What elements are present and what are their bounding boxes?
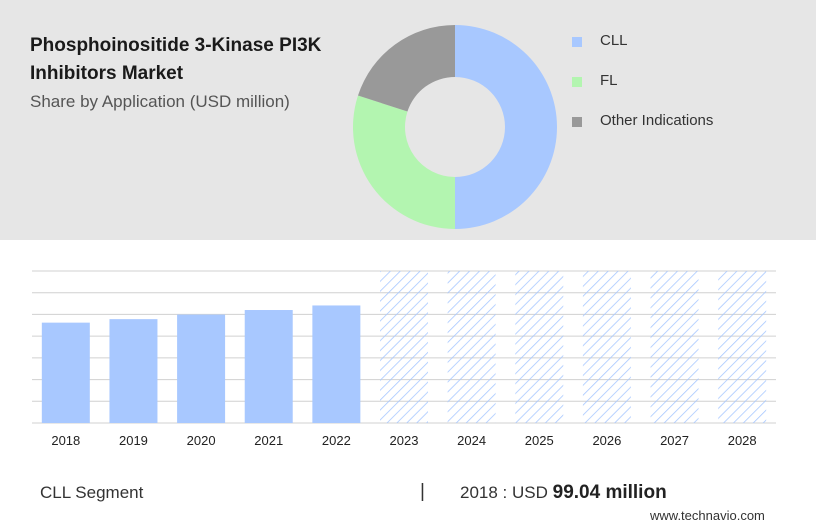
- donut-slice-fl: [352, 95, 455, 229]
- legend-item-cll: CLL: [572, 30, 772, 54]
- x-tick-label-2027: 2027: [660, 433, 689, 448]
- legend-swatch-cll: [572, 37, 582, 47]
- summary-prefix: 2018 : USD: [460, 483, 548, 502]
- forecast-bar-2026: [582, 271, 631, 423]
- forecast-bar-2027: [650, 271, 699, 423]
- x-tick-label-2018: 2018: [51, 433, 80, 448]
- legend-item-fl: FL: [572, 70, 772, 94]
- legend-label-other: Other Indications: [600, 112, 714, 129]
- x-tick-label-2019: 2019: [119, 433, 148, 448]
- chart-subtitle: Share by Application (USD million): [30, 92, 290, 111]
- bar-2021: [244, 310, 293, 423]
- summary-value: 99.04 million: [552, 482, 667, 503]
- x-tick-label-2025: 2025: [525, 433, 554, 448]
- donut-chart: [352, 25, 557, 229]
- legend-item-other: Other Indications: [572, 110, 772, 134]
- x-tick-label-2020: 2020: [187, 433, 216, 448]
- x-tick-label-2024: 2024: [457, 433, 486, 448]
- x-tick-label-2021: 2021: [254, 433, 283, 448]
- donut-slice-other: [357, 25, 455, 112]
- x-tick-label-2026: 2026: [592, 433, 621, 448]
- summary-divider: |: [420, 481, 425, 502]
- bar-2018: [41, 322, 90, 423]
- watermark: www.technavio.com: [650, 508, 765, 523]
- title-line-1: Phosphoinositide 3-Kinase PI3K: [30, 35, 322, 56]
- bar-2022: [312, 305, 361, 423]
- donut-slice-cll: [455, 25, 557, 229]
- x-tick-label-2022: 2022: [322, 433, 351, 448]
- forecast-bar-2028: [718, 271, 767, 423]
- forecast-bar-2025: [515, 271, 564, 423]
- legend-swatch-fl: [572, 77, 582, 87]
- x-tick-label-2023: 2023: [390, 433, 419, 448]
- x-tick-label-2028: 2028: [728, 433, 757, 448]
- bar-2019: [109, 319, 158, 423]
- bar-chart: 2018 2019 2020 2021 2022 2023 2024 2025 2026 2027…: [32, 270, 776, 448]
- title-line-2: Inhibitors Market: [30, 63, 184, 84]
- forecast-bar-2023: [380, 271, 428, 423]
- forecast-bar-2024: [447, 271, 496, 423]
- bar-2020: [177, 314, 226, 423]
- chart-title: Phosphoinositide 3-Kinase PI3K Inhibitor…: [30, 32, 321, 88]
- legend-label-fl: FL: [600, 72, 618, 89]
- legend-swatch-other: [572, 117, 582, 127]
- summary-text: 2018 : USD 99.04 million: [460, 482, 667, 504]
- segment-label: CLL Segment: [40, 483, 144, 502]
- legend-label-cll: CLL: [600, 32, 628, 49]
